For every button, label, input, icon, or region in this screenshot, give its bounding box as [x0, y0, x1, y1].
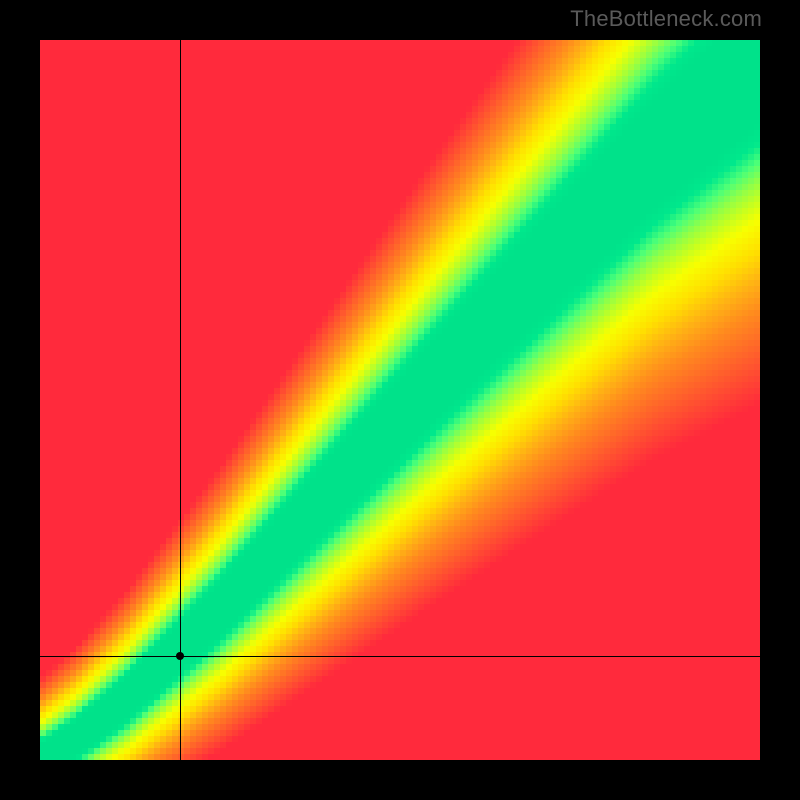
watermark-text: TheBottleneck.com — [570, 6, 762, 32]
plot-area — [40, 40, 760, 760]
figure-root: TheBottleneck.com — [0, 0, 800, 800]
heatmap-canvas — [40, 40, 760, 760]
